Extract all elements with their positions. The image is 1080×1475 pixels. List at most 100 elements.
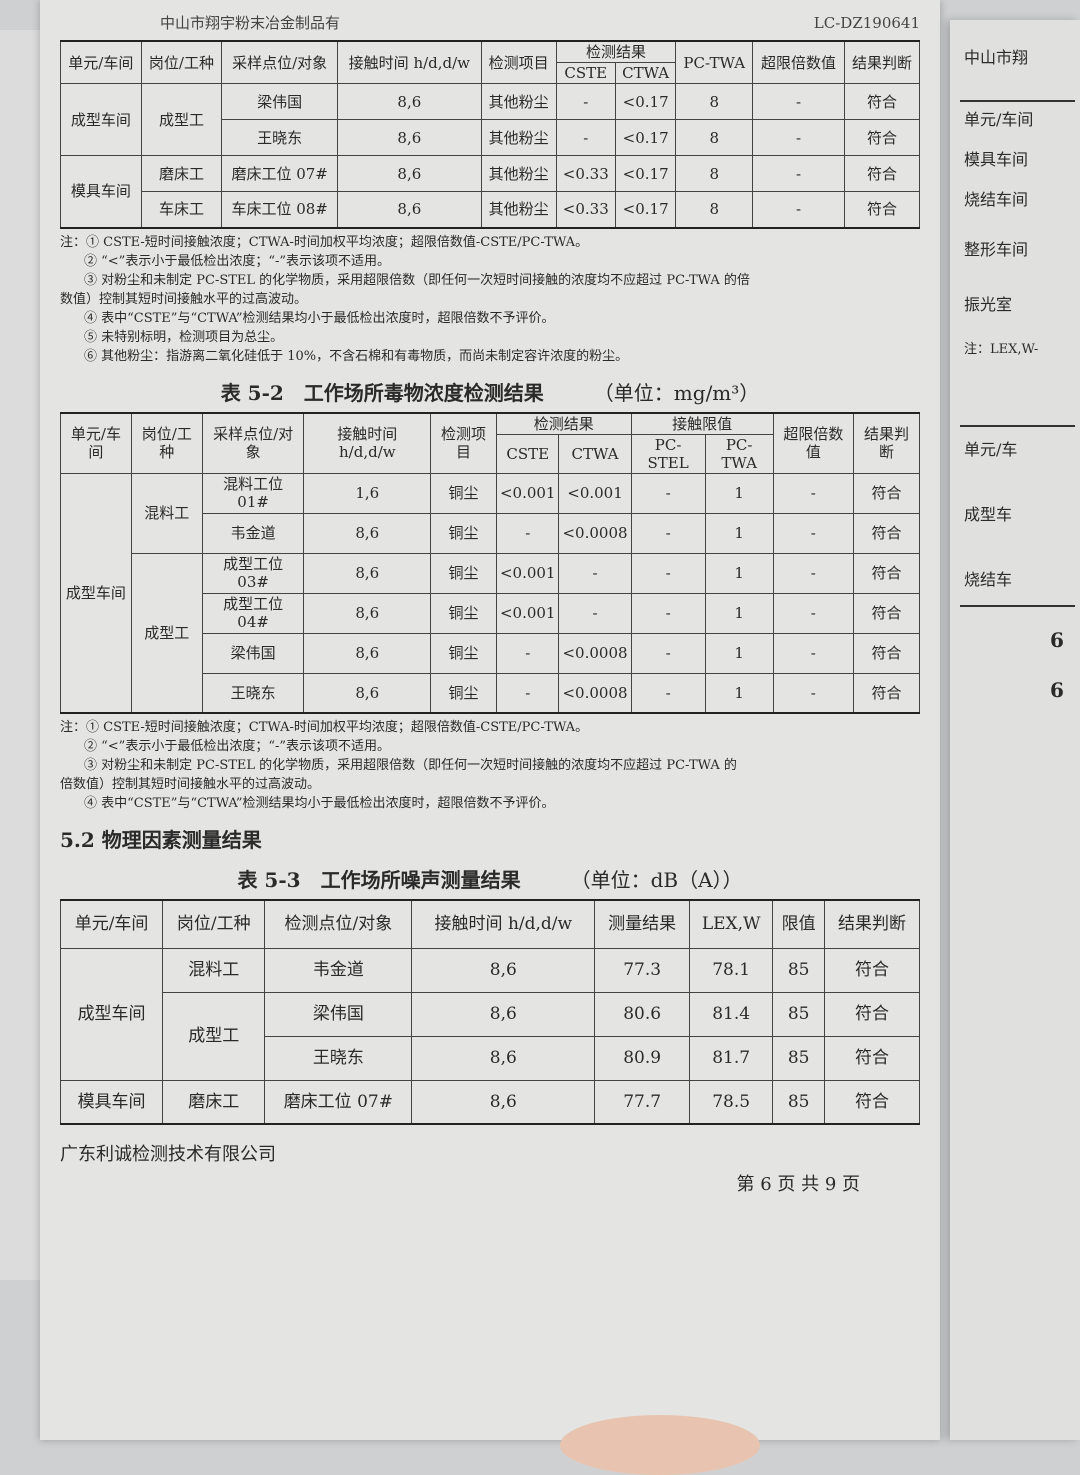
table-cell: 8	[675, 191, 754, 228]
right-item: 注：LEX,W-	[964, 342, 1039, 357]
col-header: 限值	[772, 899, 826, 949]
table-cell: 符合	[824, 947, 920, 993]
table-row: 成型车间 混料工 韦金道 8,6 77.3 78.1 85 符合	[59, 947, 920, 1081]
col-header: 岗位/工种	[130, 412, 203, 474]
table-cell: 车床工	[140, 191, 223, 228]
table-cell: 81.4	[689, 991, 774, 1037]
right-item: 成型车	[964, 505, 1013, 524]
note-line: 倍数值）控制其短时间接触水平的过高波动。	[60, 777, 321, 792]
col-header: 岗位/工种	[140, 40, 223, 84]
right-item: 烧结车间	[964, 190, 1029, 209]
table-cell: -	[630, 672, 706, 714]
table-cell: -	[752, 83, 845, 120]
right-item: 单元/车	[964, 440, 1018, 459]
table-cell: 符合	[824, 991, 920, 1037]
page-number: 第 6 页 共 9 页	[736, 1174, 860, 1195]
table-cell: -	[772, 512, 855, 554]
table-cell: 韦金道	[264, 947, 413, 993]
table-cell: 符合	[843, 191, 921, 228]
col-header: LEX,W	[689, 899, 774, 949]
col-header: 采样点位/对象	[201, 412, 305, 474]
table-cell: 8,6	[303, 672, 432, 714]
table-cell: 王晓东	[221, 119, 339, 156]
table-row: 韦金道 8,6 铜尘 - <0.0008-1- 符合	[61, 512, 920, 554]
note-line: ② “<”表示小于最低检出浓度；“-”表示该项不适用。	[84, 253, 391, 269]
table-cell: 符合	[853, 472, 920, 514]
table-cell: 81.7	[689, 1035, 774, 1081]
table-cell: 铜尘	[430, 512, 497, 554]
table-cell: 符合	[824, 1035, 920, 1081]
table-cell: -	[558, 552, 632, 594]
title-text: 表 5-3 工作场所噪声测量结果	[237, 868, 521, 892]
table-cell: 其他粉尘	[480, 191, 557, 228]
table-cell: -	[630, 472, 706, 514]
col-header: 结果判断	[843, 40, 921, 84]
col-header: 结果判断	[853, 412, 920, 474]
table-row: 车床工 车床工位 08# 8,6 其他粉尘 <0.33 <0.17 8- 符合	[61, 191, 921, 228]
table-cell: -	[752, 155, 845, 192]
table-cell: 8,6	[337, 119, 482, 156]
table-cell: 78.1	[689, 947, 774, 993]
table-cell: 磨床工	[140, 155, 223, 192]
table-cell: 1	[704, 672, 774, 714]
table-cell: 王晓东	[201, 672, 305, 714]
table-5-2-title: 表 5-2 工作场所毒物浓度检测结果 （单位：mg/m³）	[60, 380, 920, 406]
right-page-header: 中山市翔	[964, 48, 1029, 67]
table-cell: 符合	[853, 592, 920, 634]
right-page: 中山市翔 单元/车间 模具车间 烧结车间 整形车间 振光室 注：LEX,W- 单…	[950, 20, 1080, 1440]
table-cell: -	[772, 472, 855, 514]
note-line: ③ 对粉尘和未制定 PC-STEL 的化学物质，采用超限倍数（即任何一次短时间接…	[84, 272, 750, 288]
unit-text: （单位：mg/m³）	[593, 380, 760, 405]
table-cell: <0.0008	[558, 632, 632, 674]
table-cell: 其他粉尘	[480, 155, 557, 192]
table-cell: 8,6	[337, 83, 482, 120]
table-5-3-title: 表 5-3 工作场所噪声测量结果 （单位：dB（A））	[60, 867, 920, 893]
table-cell: 车床工位 08#	[221, 191, 339, 228]
table-cell: 铜尘	[430, 552, 497, 594]
col-header: 检测项目	[480, 40, 557, 84]
table-cell: <0.001	[495, 592, 560, 634]
table-cell: 8,6	[303, 592, 432, 634]
col-header: 检测结果	[495, 412, 632, 435]
table-cell: 8,6	[411, 991, 596, 1037]
table-cell: 成型工	[140, 83, 223, 156]
table-cell: 1	[704, 632, 774, 674]
table-cell: 符合	[853, 632, 920, 674]
table-row: 成型车间 成型工 梁伟国 8,6 其他粉尘 - <0.17 8- 符合	[60, 83, 921, 156]
table-cell: 成型车间	[59, 947, 164, 1081]
table-cell: 1,6	[303, 472, 432, 514]
col-header: 单元/车间	[59, 899, 164, 949]
table-cell: 符合	[824, 1079, 920, 1125]
table-cell: <0.33	[555, 191, 616, 228]
table-cell: 成型工	[162, 991, 266, 1081]
table-cell: <0.17	[614, 155, 677, 192]
table-row: 模具车间 磨床工 磨床工位 07# 8,6 77.7 78.5 85 符合	[59, 1079, 920, 1125]
table-cell: 模具车间	[59, 1079, 164, 1125]
table-cell: 混料工	[162, 947, 266, 993]
col-header: 检测结果	[555, 40, 677, 63]
title-text: 表 5-2 工作场所毒物浓度检测结果	[220, 380, 544, 405]
table-cell: 8,6	[303, 552, 432, 594]
table-cell: 80.9	[594, 1035, 691, 1081]
table-cell: <0.0008	[558, 672, 632, 714]
table-cell: 符合	[853, 672, 920, 714]
table-cell: 1	[704, 552, 774, 594]
col-header: 岗位/工种	[162, 899, 266, 949]
report-number: LC-DZ190641	[813, 14, 920, 32]
table-cell: 符合	[853, 552, 920, 594]
table-cell: <0.0008	[558, 512, 632, 554]
table-cell: 1	[704, 472, 774, 514]
table-cell: 8,6	[337, 155, 482, 192]
table-cell: 符合	[843, 119, 921, 156]
table-cell: -	[630, 552, 706, 594]
table-5-2-notes: 注：① CSTE-短时间接触浓度；CTWA-时间加权平均浓度；超限倍数值-CST…	[60, 718, 920, 813]
table-cell: 铜尘	[430, 472, 497, 514]
table-5-1: 单元/车间 岗位/工种 采样点位/对象 接触时间 h/d,d/w 检测项目 检测…	[60, 40, 921, 229]
table-cell: 梁伟国	[264, 991, 413, 1037]
col-header: CSTE	[555, 62, 616, 84]
table-cell: 85	[772, 991, 826, 1037]
note-line: ④ 表中“CSTE”与“CTWA”检测结果均小于最低检出浓度时，超限倍数不予评价…	[84, 310, 555, 326]
table-cell: 8	[675, 119, 754, 156]
col-header: 接触限值	[630, 412, 774, 435]
table-cell: -	[772, 672, 855, 714]
